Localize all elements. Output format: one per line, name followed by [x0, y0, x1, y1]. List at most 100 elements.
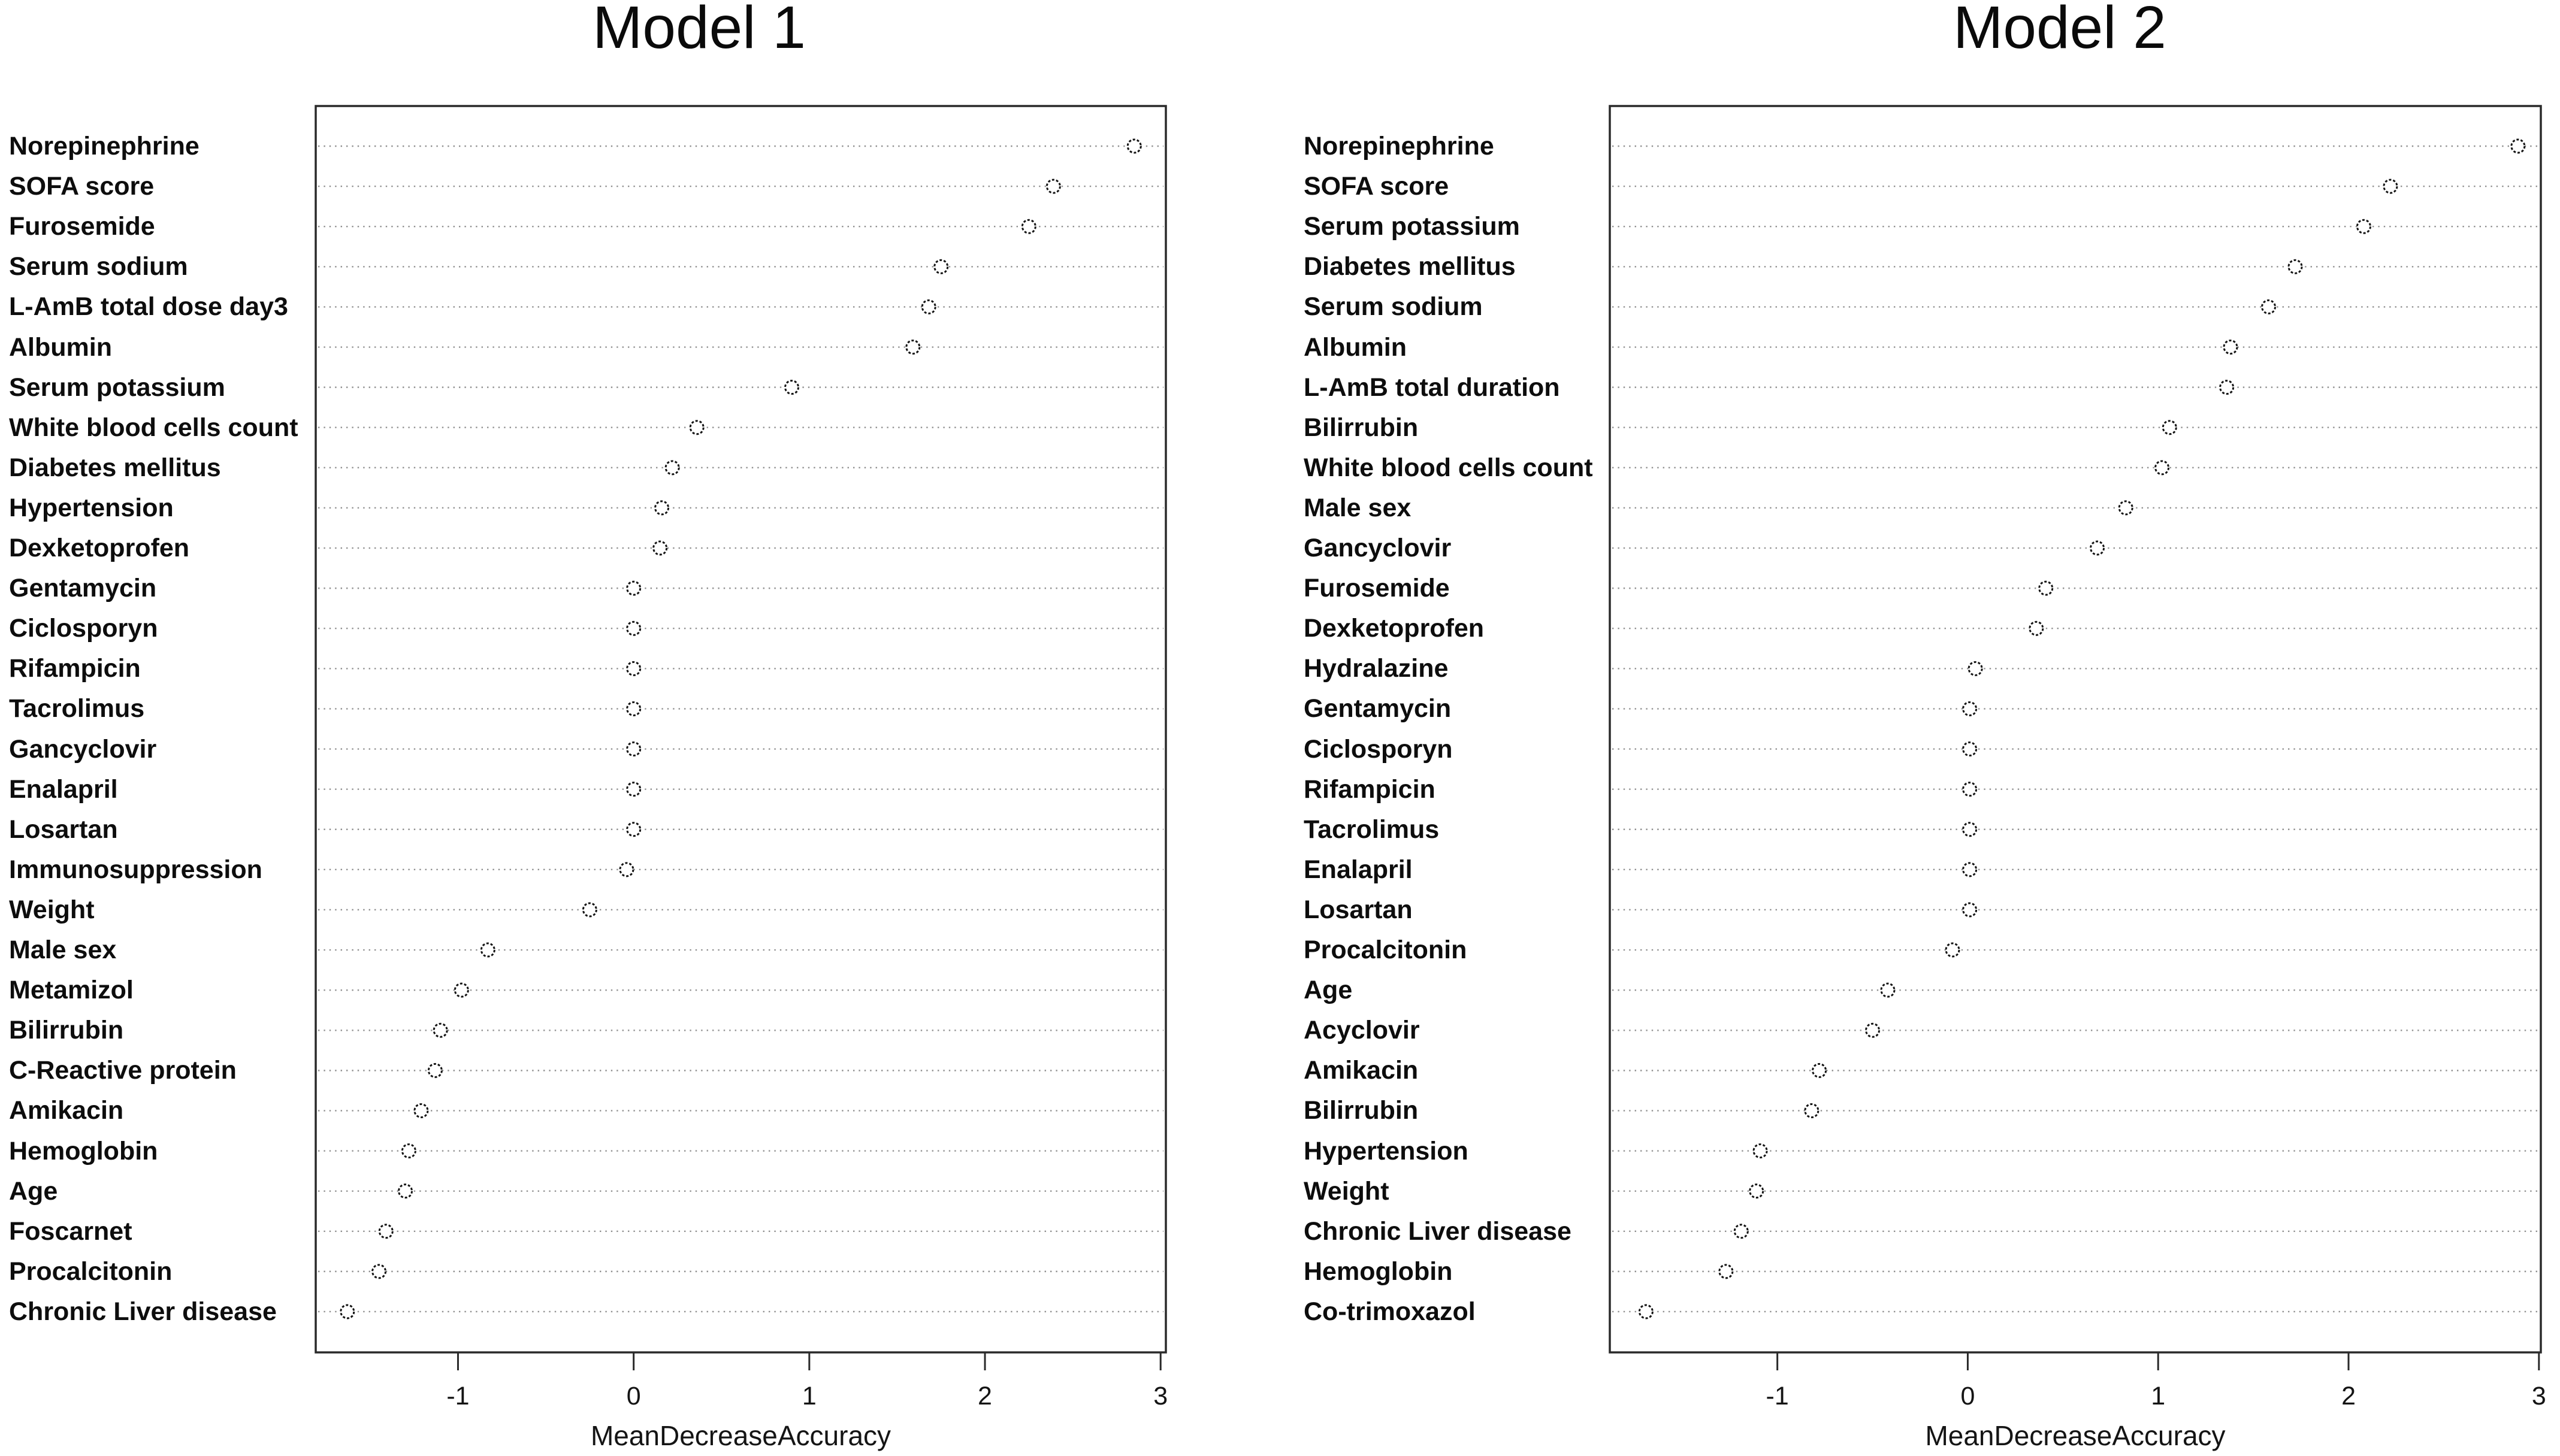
variable-label: Procalcitonin: [1304, 936, 1467, 965]
data-point: [2029, 620, 2044, 636]
variable-label: Foscarnet: [9, 1216, 132, 1246]
x-tick-label: 1: [2151, 1382, 2165, 1410]
variable-label: L-AmB total duration: [1304, 373, 1560, 402]
data-point: [1045, 178, 1061, 194]
variable-label: Serum sodium: [9, 252, 188, 281]
x-axis-label: MeanDecreaseAccuracy: [591, 1420, 891, 1451]
data-point: [1962, 701, 1978, 716]
variable-label: SOFA score: [1304, 172, 1449, 201]
data-point: [1718, 1264, 1734, 1279]
panel-1: -1 0 1 2 3 MeanDecreaseAccuracy: [315, 105, 1168, 1451]
x-tick-label: 3: [2532, 1382, 2546, 1410]
data-point: [2261, 299, 2277, 314]
variable-label: Norepinephrine: [9, 132, 200, 161]
data-point: [401, 1143, 416, 1159]
data-point: [433, 1022, 448, 1038]
data-point: [1962, 862, 1978, 877]
data-point: [654, 500, 670, 516]
data-point: [1962, 822, 1978, 837]
data-point: [340, 1304, 355, 1319]
variable-label: Acyclovir: [1304, 1016, 1420, 1045]
variable-label: Procalcitonin: [9, 1257, 173, 1286]
variable-label: Bilirrubin: [9, 1016, 124, 1045]
variable-label: Chronic Liver disease: [9, 1297, 277, 1326]
x-tick-label: 2: [978, 1382, 992, 1410]
variable-label: Weight: [1304, 1176, 1389, 1206]
data-point: [454, 982, 469, 998]
data-point: [2219, 380, 2235, 395]
variable-label: SOFA score: [9, 172, 155, 201]
data-point: [427, 1063, 443, 1078]
plot-frame: [315, 105, 1167, 1354]
panel-2: -1 0 1 2 3 MeanDecreaseAccuracy: [1609, 105, 2546, 1451]
variable-label: Enalapril: [9, 774, 118, 804]
variable-label: Chronic Liver disease: [1304, 1216, 1571, 1246]
variable-label: Gentamycin: [9, 574, 157, 603]
data-point: [413, 1103, 429, 1118]
data-point: [2038, 580, 2054, 596]
x-tick-label: 0: [1960, 1382, 1975, 1410]
data-point: [626, 661, 642, 676]
data-point: [1126, 138, 1142, 154]
variable-label: Co-trimoxazol: [1304, 1297, 1476, 1326]
data-point: [1880, 982, 1896, 998]
variable-label: Weight: [9, 895, 95, 924]
variable-label: Furosemide: [1304, 574, 1450, 603]
data-point: [2162, 420, 2177, 435]
variable-label: Serum potassium: [9, 373, 225, 402]
variable-label: Amikacin: [9, 1096, 124, 1125]
plot-frame: [1609, 105, 2542, 1354]
data-point: [626, 620, 642, 636]
variable-label: White blood cells count: [1304, 453, 1593, 482]
data-point: [1962, 741, 1978, 757]
variable-label: Rifampicin: [1304, 774, 1435, 804]
variable-label: White blood cells count: [9, 413, 298, 442]
variable-label: Amikacin: [1304, 1056, 1419, 1085]
variable-label: Serum sodium: [1304, 292, 1483, 322]
data-point: [1749, 1183, 1764, 1199]
variable-label: Hemoglobin: [1304, 1257, 1453, 1286]
data-point: [1865, 1022, 1881, 1038]
x-tick-label: 0: [627, 1382, 641, 1410]
data-point: [689, 420, 705, 435]
data-point: [371, 1264, 387, 1279]
data-point: [378, 1224, 394, 1239]
data-point: [626, 782, 642, 797]
variable-label: Age: [9, 1176, 58, 1206]
variable-label: Dexketoprofen: [1304, 614, 1485, 643]
variable-label: Dexketoprofen: [9, 534, 190, 563]
data-point: [1812, 1063, 1827, 1078]
variable-label: Serum potassium: [1304, 212, 1520, 241]
variable-label: Ciclosporyn: [9, 614, 158, 643]
variable-label: Metamizol: [9, 976, 134, 1005]
variable-label: Gancyclovir: [1304, 534, 1452, 563]
data-point: [921, 299, 936, 314]
data-point: [582, 902, 597, 918]
data-point: [1962, 782, 1978, 797]
variable-label: Bilirrubin: [1304, 413, 1419, 442]
variable-label: Gancyclovir: [9, 734, 157, 764]
variable-label: Bilirrubin: [1304, 1096, 1419, 1125]
data-point: [1021, 219, 1036, 234]
data-point: [784, 380, 800, 395]
variable-label: Furosemide: [9, 212, 155, 241]
data-point: [626, 741, 642, 757]
panel-1-title: Model 1: [593, 0, 806, 61]
data-point: [1967, 661, 1983, 676]
variable-label: Diabetes mellitus: [1304, 252, 1516, 281]
data-point: [2118, 500, 2133, 516]
variable-label: Losartan: [1304, 895, 1413, 924]
data-point: [626, 580, 642, 596]
variable-label: Diabetes mellitus: [9, 453, 221, 482]
variable-label: Hydralazine: [1304, 654, 1449, 683]
variable-label: Enalapril: [1304, 855, 1413, 884]
data-point: [626, 701, 642, 716]
panel-2-title: Model 2: [1953, 0, 2166, 61]
data-point: [619, 862, 634, 877]
x-tick-label: 2: [2341, 1382, 2356, 1410]
variable-label: Albumin: [9, 332, 112, 362]
x-axis-label: MeanDecreaseAccuracy: [1925, 1420, 2225, 1451]
data-point: [398, 1183, 413, 1199]
x-tick-label: 3: [1153, 1382, 1168, 1410]
